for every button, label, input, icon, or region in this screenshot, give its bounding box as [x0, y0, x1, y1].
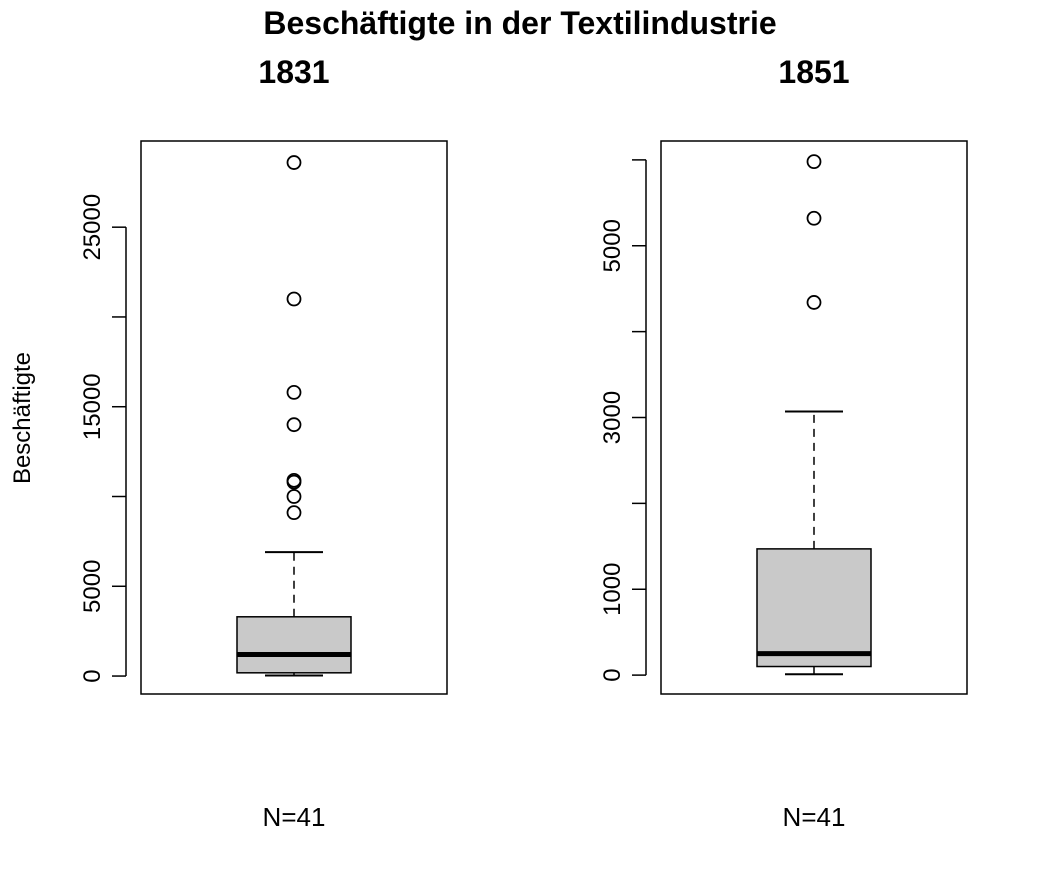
y-axis: 0 1000 3000 5000 — [599, 159, 647, 682]
outlier-point — [286, 505, 302, 521]
outlier-point — [286, 384, 302, 400]
panel-1851: 1851 0 1000 3000 5000 N=41 — [599, 54, 968, 832]
panel-title: 1851 — [778, 54, 849, 90]
outlier-point — [286, 417, 302, 433]
y-tick-label: 0 — [79, 669, 106, 682]
y-tick-label: 15000 — [79, 373, 106, 440]
plot-frame — [140, 140, 448, 695]
y-tick-label: 25000 — [79, 194, 106, 261]
iqr-box — [756, 548, 872, 668]
outlier-point — [286, 474, 302, 490]
y-tick-label: 5000 — [599, 219, 626, 272]
figure-title: Beschäftigte in der Textilindustrie — [263, 5, 776, 41]
n-label: N=41 — [783, 802, 846, 832]
y-tick-label: 1000 — [599, 563, 626, 616]
iqr-box — [236, 616, 352, 674]
y-tick-label: 3000 — [599, 391, 626, 444]
outlier-point — [806, 210, 822, 226]
panel-title: 1831 — [258, 54, 329, 90]
y-axis-label: Beschäftigte — [9, 352, 36, 484]
y-tick-label: 0 — [599, 668, 626, 681]
panel-1831: 1831 0 5000 15000 25000 N=41 — [79, 54, 448, 832]
outlier-point — [286, 489, 302, 504]
n-label: N=41 — [263, 802, 326, 832]
outlier-point — [806, 154, 822, 170]
boxplot — [756, 154, 872, 676]
y-axis: 0 5000 15000 25000 — [79, 194, 127, 683]
outlier-point — [806, 295, 822, 310]
plot-frame — [660, 140, 968, 695]
outlier-point — [286, 291, 302, 307]
boxplot — [236, 155, 352, 677]
outlier-point — [286, 155, 302, 170]
y-tick-label: 5000 — [79, 560, 106, 613]
